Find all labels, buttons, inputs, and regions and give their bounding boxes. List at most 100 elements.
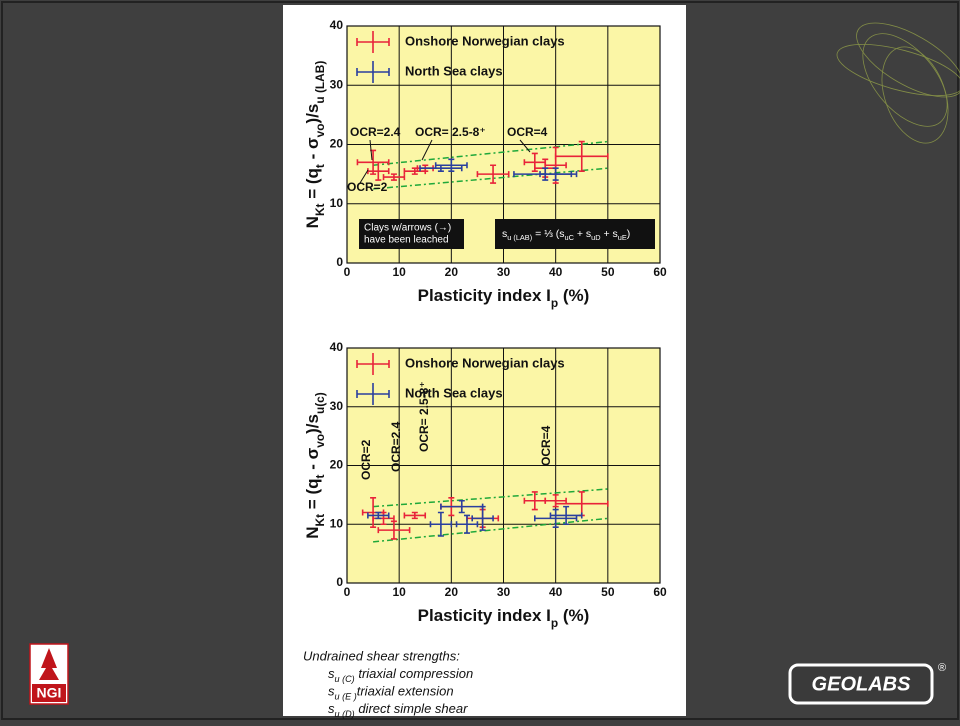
note-box xyxy=(359,219,464,249)
annotation: OCR= 2.5-8⁺ xyxy=(415,125,486,139)
text-part: u (LAB) xyxy=(507,233,532,242)
text-part: Kt xyxy=(313,514,327,527)
x-tick-label: 60 xyxy=(653,265,667,279)
legend-symbol xyxy=(356,383,390,405)
text-part: N xyxy=(303,216,322,228)
y-tick-label: 10 xyxy=(330,196,344,210)
text-part: t xyxy=(313,475,327,479)
text-part: triaxial extension xyxy=(357,684,454,699)
text-part: - σ xyxy=(303,447,322,474)
text-part: Plasticity index I xyxy=(418,286,551,305)
text-part: direct simple shear xyxy=(355,701,468,716)
formula-box xyxy=(495,219,655,249)
y-error-bar xyxy=(552,167,559,181)
y-error-bar xyxy=(375,161,382,181)
annotation: OCR=2 xyxy=(359,439,373,480)
x-tick-label: 10 xyxy=(392,585,406,599)
y-tick-label: 30 xyxy=(330,77,344,91)
y-error-bar xyxy=(479,505,486,531)
legend-label: North Sea clays xyxy=(405,385,503,400)
text-part: u (LAB) xyxy=(313,61,327,104)
x-tick-label: 60 xyxy=(653,585,667,599)
text-part: )/s xyxy=(303,104,322,124)
chart: 0 10 20 30 40 50 60 0 10 20 30 40 Plasticity index I… xyxy=(303,340,667,630)
footer-line: su (D) direct simple shear xyxy=(328,701,468,719)
text-part: ) xyxy=(627,228,631,240)
y-error-bar xyxy=(380,511,387,526)
y-tick-label: 10 xyxy=(330,516,344,530)
decoration xyxy=(836,22,960,144)
text-part: u(c) xyxy=(313,392,327,414)
note-text: Clays w/arrows (→) xyxy=(364,223,451,234)
text-part: s xyxy=(328,701,335,716)
x-tick-label: 10 xyxy=(392,265,406,279)
x-tick-label: 20 xyxy=(445,265,459,279)
text-part: s xyxy=(502,228,507,240)
y-error-bar xyxy=(463,514,470,534)
y-error-bar xyxy=(437,511,444,537)
y-tick-label: 40 xyxy=(330,18,344,32)
text-part: u (E ) xyxy=(335,692,357,702)
legend-symbol xyxy=(356,61,390,83)
y-error-bar xyxy=(370,497,377,528)
text-part: (%) xyxy=(558,286,589,305)
text-part: u (D) xyxy=(335,709,355,719)
text-part: = (q xyxy=(303,479,322,514)
bound-line xyxy=(373,517,608,543)
y-error-bar xyxy=(411,511,418,520)
y-error-bar xyxy=(578,140,585,172)
x-tick-label: 40 xyxy=(549,585,563,599)
y-error-bar xyxy=(563,505,570,526)
text-part: uC xyxy=(565,233,575,242)
y-tick-label: 40 xyxy=(330,340,344,354)
text-part: u (C) xyxy=(335,674,355,684)
footer-line: su (C) triaxial compression xyxy=(328,666,473,684)
bound-line xyxy=(373,140,608,166)
y-error-bar xyxy=(390,173,397,181)
y-error-bar xyxy=(458,499,465,514)
x-tick-label: 50 xyxy=(601,585,615,599)
text-part: N xyxy=(303,526,322,538)
y-tick-label: 0 xyxy=(336,575,343,589)
text-part: = ⅓ (s xyxy=(532,228,564,240)
chart: 0 10 20 30 40 50 60 0 10 20 30 40 Plasticity index I… xyxy=(303,18,667,310)
annotation-arrow xyxy=(359,169,369,184)
annotation: OCR=4 xyxy=(539,425,553,466)
annotation-arrow xyxy=(369,139,373,161)
geolabs-logo: GEOLABS ® xyxy=(788,662,946,705)
x-axis-label: Plasticity index Ip (%) xyxy=(418,606,590,630)
annotation: OCR= 2.5-8⁺ xyxy=(417,381,431,452)
x-tick-label: 50 xyxy=(601,265,615,279)
text-part: triaxial compression xyxy=(355,666,474,681)
y-error-bar xyxy=(490,164,497,184)
footer-line: su (E )triaxial extension xyxy=(328,684,454,702)
logo-text: GEOLABS xyxy=(812,673,912,695)
text-part: uD xyxy=(591,233,600,242)
text-part: + s xyxy=(601,228,618,240)
text-part: = (q xyxy=(303,168,322,203)
y-error-bar xyxy=(531,491,538,511)
text-part: vo xyxy=(313,123,327,137)
y-axis-label: NKt = (qt - σvo)/su(c) xyxy=(303,392,327,539)
annotation: OCR=2 xyxy=(347,180,388,194)
logo-mark: ® xyxy=(938,662,946,674)
x-tick-label: 0 xyxy=(344,265,351,279)
text-part: uE xyxy=(618,233,627,242)
text-part: )/s xyxy=(303,414,322,434)
ngi-logo: NGI xyxy=(29,643,69,705)
y-tick-label: 20 xyxy=(330,458,344,472)
y-error-bar xyxy=(375,511,382,520)
y-error-bar xyxy=(552,508,559,528)
text-part: t xyxy=(313,164,327,168)
text-part: s xyxy=(328,666,335,681)
y-error-bar xyxy=(448,158,455,172)
x-tick-label: 40 xyxy=(549,265,563,279)
text-part: vo xyxy=(313,434,327,448)
annotation-arrow xyxy=(519,139,531,153)
legend-label: Onshore Norwegian clays xyxy=(405,33,565,48)
x-tick-label: 30 xyxy=(497,585,511,599)
text-part: p xyxy=(551,296,558,310)
footer-title: Undrained shear strengths: xyxy=(303,648,460,663)
